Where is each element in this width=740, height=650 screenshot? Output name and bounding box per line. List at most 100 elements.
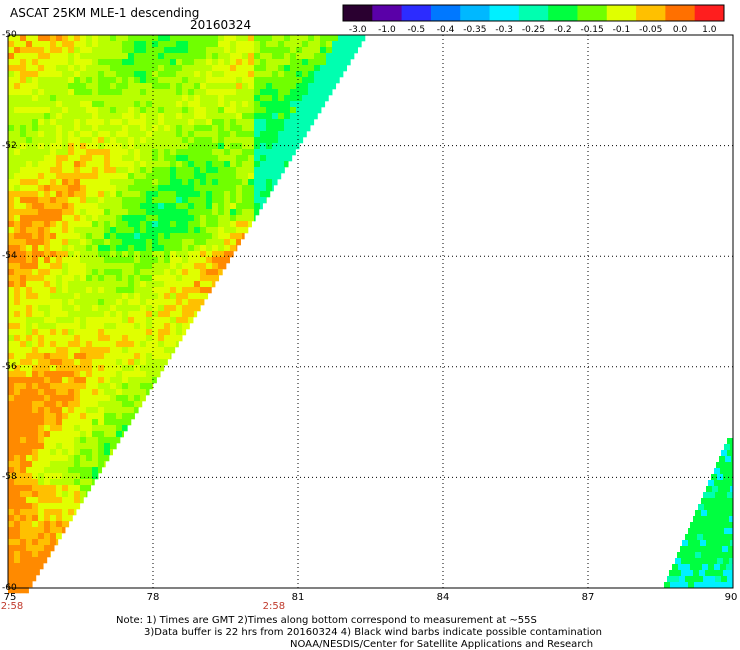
swath-cell: [128, 407, 135, 414]
swath-cell: [32, 185, 39, 192]
swath-cell: [194, 281, 201, 288]
swath-cell: [206, 47, 213, 54]
swath-cell: [56, 179, 63, 186]
swath-cell: [710, 504, 717, 511]
swath-cell: [86, 59, 93, 66]
swath-cell: [200, 155, 207, 162]
swath-cell: [194, 293, 201, 300]
swath-cell: [720, 480, 727, 487]
swath-cell: [266, 41, 273, 48]
swath-cell: [92, 341, 99, 348]
swath-cell: [726, 522, 733, 529]
swath-cell: [44, 239, 51, 246]
swath-cell: [128, 167, 135, 174]
swath-cell: [176, 95, 183, 102]
swath-cell: [38, 491, 45, 498]
swath-cell: [14, 353, 21, 360]
swath-cell: [14, 509, 21, 516]
swath-cell: [140, 149, 147, 156]
swath-cell: [80, 485, 87, 492]
swath-cell: [272, 173, 279, 180]
swath-cell: [128, 59, 135, 66]
swath-cell: [68, 137, 75, 144]
swath-cell: [104, 329, 111, 336]
swath-cell: [62, 131, 69, 138]
swath-cell: [32, 479, 39, 486]
swath-cell: [140, 209, 147, 216]
swath-cell: [8, 575, 15, 582]
colorbar-swatch: [372, 5, 403, 21]
swath-cell: [14, 245, 21, 252]
swath-cell: [730, 582, 734, 589]
colorbar-swatch: [548, 5, 578, 21]
swath-cell: [8, 233, 15, 240]
swath-cell: [116, 371, 123, 378]
colorbar-label: -1.0: [378, 25, 396, 35]
swath-cell: [86, 47, 93, 54]
swath-cell: [170, 251, 177, 258]
swath-cell: [206, 71, 213, 78]
swath-cell: [272, 137, 279, 144]
swath-cell: [86, 371, 93, 378]
swath-cell: [20, 359, 27, 366]
swath-cell: [110, 371, 117, 378]
swath-cell: [38, 527, 45, 534]
swath-cell: [122, 371, 129, 378]
swath-cell: [44, 383, 51, 390]
swath-cell: [56, 431, 63, 438]
swath-cell: [98, 47, 105, 54]
swath-cell: [8, 281, 15, 288]
swath-cell: [224, 137, 231, 144]
swath-cell: [242, 101, 249, 108]
swath-cell: [38, 137, 45, 144]
swath-cell: [320, 83, 327, 90]
swath-cell: [74, 311, 81, 318]
swath-cell: [206, 119, 213, 126]
swath-cell: [188, 83, 195, 90]
swath-cell: [212, 35, 219, 42]
swath-cell: [248, 155, 255, 162]
swath-cell: [188, 65, 195, 72]
swath-cell: [152, 347, 159, 354]
swath-cell: [212, 137, 219, 144]
swath-cell: [110, 221, 117, 228]
swath-cell: [236, 161, 243, 168]
swath-cell: [68, 461, 75, 468]
swath-cell: [284, 119, 291, 126]
swath-cell: [146, 311, 153, 318]
swath-cell: [14, 323, 21, 330]
swath-cell: [50, 431, 57, 438]
swath-cell: [44, 527, 51, 534]
swath-cell: [224, 245, 231, 252]
swath-cell: [719, 510, 726, 517]
swath-cell: [689, 552, 696, 559]
swath-cell: [44, 515, 51, 522]
swath-cell: [32, 233, 39, 240]
swath-cell: [116, 377, 123, 384]
swath-cell: [236, 35, 243, 42]
swath-cell: [194, 113, 201, 120]
swath-cell: [8, 431, 15, 438]
swath-cell: [176, 335, 183, 342]
swath-cell: [38, 257, 45, 264]
swath-cell: [146, 179, 153, 186]
swath-cell: [344, 59, 351, 66]
swath-cell: [308, 101, 315, 108]
swath-cell: [26, 65, 33, 72]
swath-cell: [32, 53, 39, 60]
swath-cell: [38, 149, 45, 156]
swath-cell: [44, 197, 51, 204]
swath-cell: [230, 251, 234, 258]
swath-cell: [62, 287, 69, 294]
swath-cell: [80, 425, 87, 432]
swath-cell: [146, 305, 153, 312]
swath-cell: [170, 335, 177, 342]
swath-cell: [134, 215, 141, 222]
swath-cell: [116, 35, 123, 42]
swath-cell: [711, 516, 718, 523]
swath-cell: [86, 395, 93, 402]
swath-cell: [14, 161, 21, 168]
swath-cell: [32, 335, 39, 342]
swath-cell: [254, 65, 261, 72]
swath-cell: [128, 203, 135, 210]
